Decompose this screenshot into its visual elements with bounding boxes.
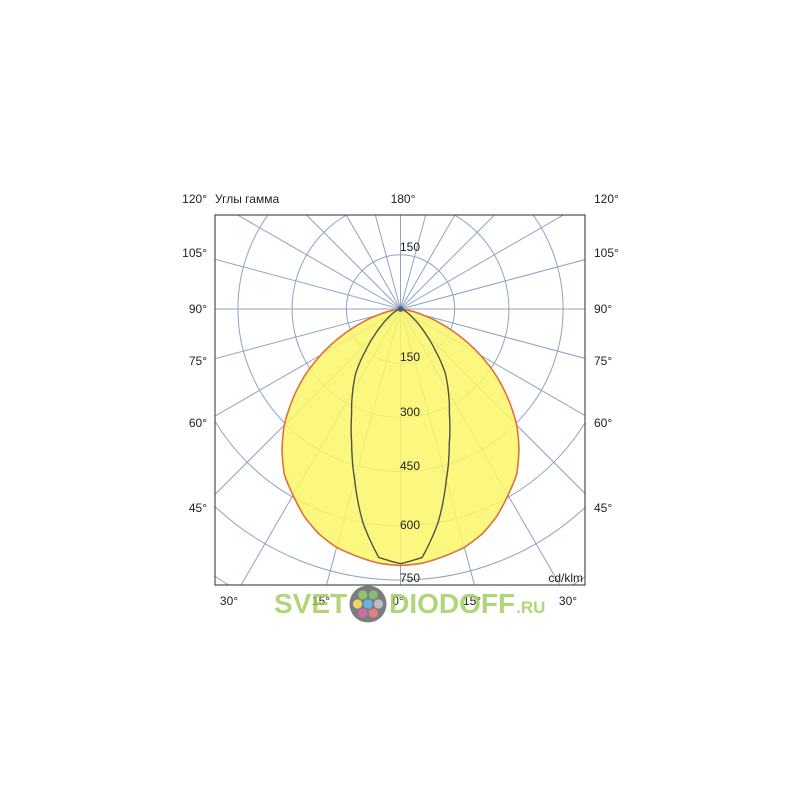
angle-label-right: 120° (594, 192, 619, 206)
angle-label-bottom: 15° (312, 594, 330, 608)
ring-value-label: 150 (400, 350, 420, 364)
ring-value-label: 300 (400, 405, 420, 419)
angle-label-bottom: 30° (559, 594, 577, 608)
angle-label-left: 60° (189, 416, 207, 430)
grid-spoke (401, 0, 512, 309)
angle-label-left: 75° (189, 354, 207, 368)
units-label: cd/klm (548, 571, 583, 585)
ring-value-label: 450 (400, 459, 420, 473)
angle-label-left: 90° (189, 302, 207, 316)
angle-label-right: 45° (594, 501, 612, 515)
grid-spoke (401, 5, 705, 309)
center-dot (398, 306, 404, 312)
angle-label-right: 75° (594, 354, 612, 368)
angle-label-right: 90° (594, 302, 612, 316)
angle-label-bottom: 0° (392, 594, 404, 608)
angle-label-left: 105° (182, 246, 207, 260)
grid-spoke (401, 94, 773, 309)
grid-spoke (289, 0, 400, 309)
ring-value-label: 750 (400, 571, 420, 585)
angle-label-top: 180° (391, 192, 416, 206)
ring-value-label: 600 (400, 518, 420, 532)
angle-label-right: 60° (594, 416, 612, 430)
grid-spoke (186, 0, 401, 309)
angle-label-bottom: 30° (220, 594, 238, 608)
angle-label-right: 105° (594, 246, 619, 260)
grid-spoke (96, 5, 400, 309)
grid-spoke (401, 0, 616, 309)
angle-label-bottom: 15° (463, 594, 481, 608)
chart-title: Углы гамма (215, 192, 279, 206)
angle-label-left: 120° (182, 192, 207, 206)
ring-value-label: 150 (400, 240, 420, 254)
angle-label-left: 45° (189, 501, 207, 515)
